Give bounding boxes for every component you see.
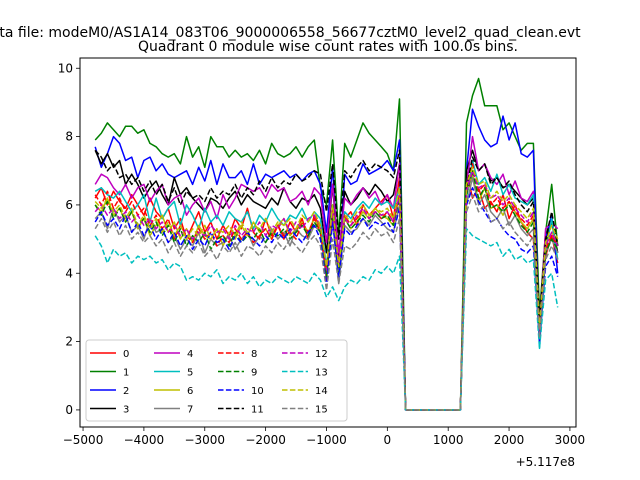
series-line-11 <box>94 149 559 411</box>
legend-entry-15: 15 <box>282 405 328 416</box>
legend-entry-3: 3 <box>90 405 129 416</box>
legend-label: 15 <box>315 405 328 416</box>
legend-label: 14 <box>315 386 328 397</box>
legend-label: 5 <box>187 368 193 379</box>
legend-entry-10: 10 <box>218 386 264 397</box>
legend-label: 2 <box>123 386 129 397</box>
legend-entry-8: 8 <box>218 349 257 360</box>
chart-title: Quadrant 0 module wise count rates with … <box>138 39 518 55</box>
legend-frame <box>85 339 348 422</box>
chart-suptitle: Data file: modeM0/AS1A14_083T06_90000065… <box>0 25 581 41</box>
legend-label: 9 <box>251 368 257 379</box>
x-tick-label: 0 <box>384 433 392 447</box>
y-tick-label: 2 <box>65 335 73 349</box>
y-tick-label: 6 <box>65 198 73 212</box>
x-tick-label: 1000 <box>433 433 464 447</box>
legend-entry-12: 12 <box>282 349 328 360</box>
series-line-1 <box>94 77 559 411</box>
y-tick-label: 4 <box>65 266 73 280</box>
x-offset-label: +5.117e8 <box>516 455 575 469</box>
y-axis: 0 2 4 6 8 10 <box>58 61 80 417</box>
y-tick-label: 8 <box>65 130 73 144</box>
x-tick-label: −4000 <box>124 433 165 447</box>
axes-frame <box>79 57 577 428</box>
legend-label: 0 <box>123 349 129 360</box>
legend-label: 7 <box>187 405 193 416</box>
x-tick-label: 2000 <box>494 433 525 447</box>
legend-label: 10 <box>251 386 264 397</box>
series-line-14 <box>94 166 559 411</box>
legend-entry-13: 13 <box>282 368 328 379</box>
legend-entry-2: 2 <box>90 386 129 397</box>
series-line-12 <box>94 170 559 411</box>
legend-label: 6 <box>187 386 193 397</box>
legend-entry-6: 6 <box>154 386 193 397</box>
y-tick-label: 10 <box>58 61 73 75</box>
legend-entry-0: 0 <box>90 349 129 360</box>
legend-label: 8 <box>251 349 257 360</box>
legend-entry-4: 4 <box>154 349 193 360</box>
x-tick-label: −3000 <box>184 433 225 447</box>
legend-label: 11 <box>251 405 264 416</box>
legend-entry-1: 1 <box>90 368 129 379</box>
plot-area <box>94 77 559 411</box>
legend-entry-11: 11 <box>218 405 264 416</box>
x-tick-label: 3000 <box>555 433 586 447</box>
legend-label: 3 <box>123 405 129 416</box>
legend-entry-14: 14 <box>282 386 328 397</box>
legend-label: 4 <box>187 349 193 360</box>
legend-label: 13 <box>315 368 328 379</box>
x-axis: −5000 −4000 −3000 −2000 −1000 0 1000 2000 3000 <box>63 427 585 447</box>
series-line-13 <box>94 228 559 411</box>
series-line-15 <box>94 193 559 411</box>
legend-label: 1 <box>123 368 129 379</box>
legend-label: 12 <box>315 349 328 360</box>
series-line-2 <box>94 108 559 411</box>
x-tick-label: −1000 <box>306 433 347 447</box>
x-tick-label: −5000 <box>63 433 104 447</box>
legend-entry-5: 5 <box>154 368 193 379</box>
legend-entry-7: 7 <box>154 405 193 416</box>
legend-entry-9: 9 <box>218 368 257 379</box>
y-tick-label: 0 <box>65 403 73 417</box>
x-tick-label: −2000 <box>245 433 286 447</box>
